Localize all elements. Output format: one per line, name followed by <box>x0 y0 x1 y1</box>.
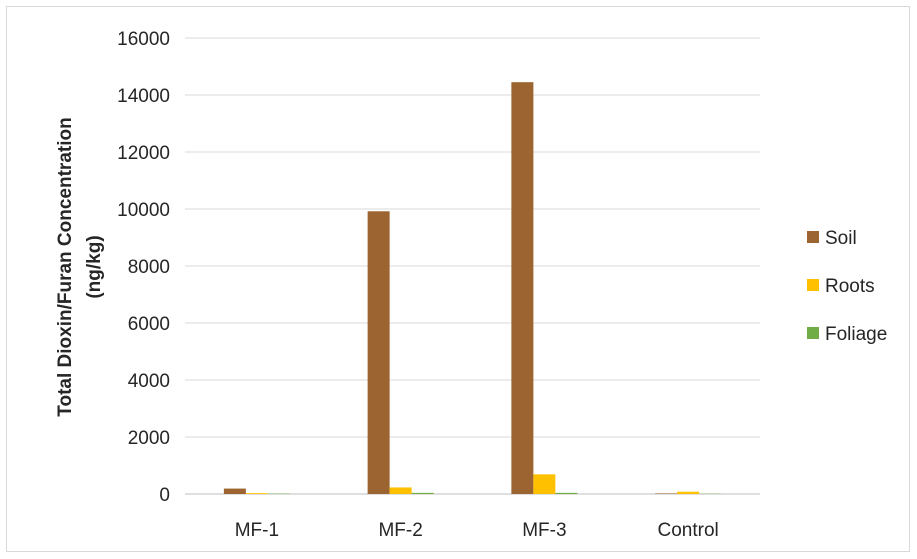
bar-foliage-mf-2 <box>411 492 434 494</box>
y-tick-label: 4000 <box>128 371 170 392</box>
y-axis-label-line2: (ng/kg) <box>84 235 105 298</box>
y-tick-label: 2000 <box>128 428 170 449</box>
x-tick-label: MF-1 <box>235 520 279 541</box>
y-tick-label: 10000 <box>117 200 170 221</box>
x-tick-label: Control <box>658 520 719 541</box>
y-tick-label: 8000 <box>128 257 170 278</box>
gridlines <box>185 37 760 495</box>
legend-label-roots: Roots <box>825 276 875 297</box>
x-tick-label: MF-2 <box>378 520 422 541</box>
bar-soil-mf-1 <box>223 488 246 494</box>
bar-roots-mf-3 <box>533 474 556 494</box>
y-tick-label: 12000 <box>117 143 170 164</box>
bar-roots-control <box>677 491 700 494</box>
bar-roots-mf-1 <box>245 493 268 494</box>
legend-swatch-roots <box>807 279 819 291</box>
bar-soil-mf-3 <box>511 82 534 495</box>
legend-swatch-foliage <box>807 327 819 339</box>
bar-foliage-mf-3 <box>555 492 578 494</box>
y-tick-label: 14000 <box>117 86 170 107</box>
bar-soil-mf-2 <box>367 211 390 494</box>
y-tick-label: 0 <box>159 485 170 506</box>
chart-frame <box>6 6 910 552</box>
legend-swatch-soil <box>807 231 819 243</box>
legend: Soil Roots Foliage <box>807 228 887 345</box>
bar-soil-control <box>655 493 678 494</box>
bar-roots-mf-2 <box>389 487 412 494</box>
x-tick-labels: MF-1 MF-2 MF-3 Control <box>235 520 719 541</box>
legend-label-soil: Soil <box>825 228 857 249</box>
bars <box>223 82 722 495</box>
y-axis-label-line1: Total Dioxin/Furan Concentration <box>55 117 76 416</box>
y-tick-label: 6000 <box>128 314 170 335</box>
y-tick-label: 16000 <box>117 29 170 50</box>
x-tick-label: MF-3 <box>522 520 566 541</box>
legend-label-foliage: Foliage <box>825 324 887 345</box>
y-tick-labels: 0 2000 4000 6000 8000 10000 12000 14000 16000 <box>117 29 170 506</box>
